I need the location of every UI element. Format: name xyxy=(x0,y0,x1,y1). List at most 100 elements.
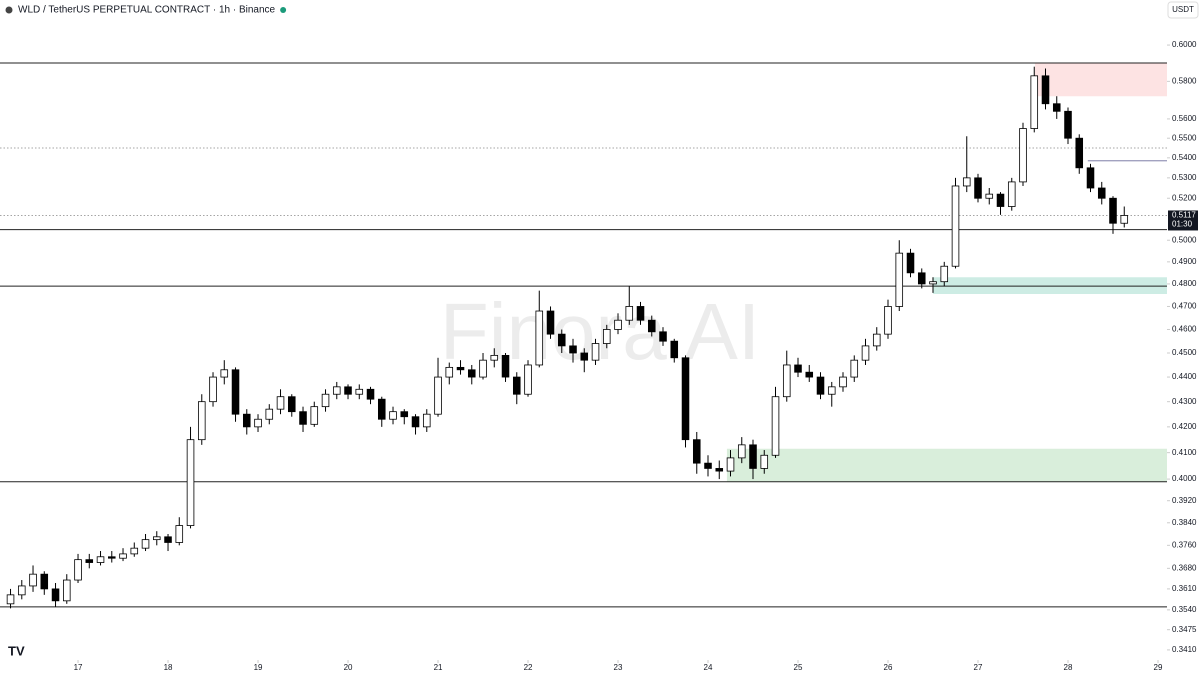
candle-body xyxy=(636,306,645,321)
candle-body xyxy=(220,369,229,378)
x-tick-label: 19 xyxy=(254,663,263,672)
price-label-box xyxy=(1168,210,1198,231)
candle-body xyxy=(659,331,667,342)
candle-body xyxy=(254,418,262,428)
candle-body xyxy=(771,396,780,456)
x-tick-label: 22 xyxy=(524,663,533,672)
candle-body xyxy=(895,252,904,307)
y-tick-label: 0.4500 xyxy=(1172,348,1197,357)
y-tick-label: 0.4700 xyxy=(1172,302,1197,311)
zone xyxy=(933,277,1167,295)
candle-body xyxy=(332,386,341,395)
candle-body xyxy=(456,366,465,371)
candle-body xyxy=(389,411,397,420)
y-tick-label: 0.3760 xyxy=(1172,540,1197,549)
candle-body xyxy=(827,386,836,395)
candle-body xyxy=(366,388,375,400)
candle-body xyxy=(839,376,847,388)
y-tick-label: 0.3680 xyxy=(1172,563,1197,572)
y-tick-label: 0.4400 xyxy=(1172,372,1197,381)
candle-body xyxy=(96,556,105,563)
candle-body xyxy=(749,444,757,469)
candle-body xyxy=(805,371,814,378)
candle-body xyxy=(186,439,195,526)
candle-body xyxy=(310,406,319,425)
plot-area: Finora AI xyxy=(0,62,1167,609)
x-tick-label: 21 xyxy=(434,663,443,672)
candle-body xyxy=(546,310,555,335)
candle-body xyxy=(569,345,577,354)
zone xyxy=(1034,63,1167,97)
candle-body xyxy=(344,386,352,395)
y-tick-label: 0.5200 xyxy=(1172,193,1197,202)
candle-body xyxy=(74,559,82,581)
y-tick-label: 0.4000 xyxy=(1172,474,1197,483)
candle-body xyxy=(197,401,206,441)
candle-body xyxy=(29,573,37,587)
candle-body xyxy=(670,340,679,359)
candle-body xyxy=(141,539,150,549)
candle-body xyxy=(940,265,949,283)
candle-body xyxy=(906,252,915,274)
candle-body xyxy=(816,376,825,395)
x-tick-label: 17 xyxy=(74,663,83,672)
price-label: 0.5117 xyxy=(1172,211,1196,220)
y-tick-label: 0.5600 xyxy=(1172,114,1197,123)
candle-body xyxy=(422,413,431,428)
candle-body xyxy=(726,457,735,472)
y-tick-label: 0.4100 xyxy=(1172,448,1197,457)
candle-body xyxy=(861,345,870,361)
y-tick-label: 0.3840 xyxy=(1172,518,1197,527)
candle-body xyxy=(602,329,611,344)
y-tick-label: 0.5800 xyxy=(1172,76,1197,85)
chart-title: WLD / TetherUS PERPETUAL CONTRACT · 1h ·… xyxy=(18,5,276,16)
candle-body xyxy=(951,185,960,267)
candle-body xyxy=(1097,187,1106,199)
candle-body xyxy=(153,536,161,541)
candle-body xyxy=(400,411,409,418)
y-tick-label: 0.6000 xyxy=(1172,40,1197,49)
candle-body xyxy=(917,272,926,285)
candle-body xyxy=(1019,128,1027,183)
y-tick-label: 0.5500 xyxy=(1172,133,1197,142)
candle-body xyxy=(276,396,285,410)
candle-body xyxy=(704,462,712,469)
y-tick-label: 0.3610 xyxy=(1172,584,1197,593)
candle-body xyxy=(242,413,251,428)
candle-body xyxy=(479,359,487,378)
candle-body xyxy=(872,333,881,347)
candle-body xyxy=(40,573,49,590)
candle-body xyxy=(1064,110,1072,139)
candle-body xyxy=(1041,75,1050,105)
countdown-label: 01:30 xyxy=(1172,220,1193,229)
candle-body xyxy=(591,343,600,361)
candle-body xyxy=(164,536,172,543)
candle-body xyxy=(209,376,217,403)
currency-box xyxy=(1167,1,1199,19)
watermark: Finora AI xyxy=(440,287,760,376)
candle-body xyxy=(929,281,937,285)
candle-body xyxy=(1052,103,1061,112)
y-tick-label: 0.5300 xyxy=(1172,173,1197,182)
candle-body xyxy=(434,376,442,415)
candle-body xyxy=(715,468,724,472)
zone xyxy=(726,448,1167,482)
candle-body xyxy=(119,553,127,559)
candle-body xyxy=(445,366,454,378)
x-tick-label: 29 xyxy=(1154,663,1163,672)
candle-body xyxy=(287,396,296,413)
candle-body xyxy=(1075,137,1084,169)
candle-body xyxy=(231,369,240,415)
x-tick-label: 20 xyxy=(344,663,353,672)
x-tick-label: 26 xyxy=(884,663,893,672)
x-tick-label: 25 xyxy=(794,663,803,672)
status-dot xyxy=(280,7,287,13)
candle-body xyxy=(625,306,634,321)
candle-body xyxy=(467,369,476,378)
x-tick-label: 24 xyxy=(704,663,713,672)
candle-body xyxy=(85,559,94,563)
candle-body xyxy=(51,588,60,602)
candle-body xyxy=(760,454,769,469)
